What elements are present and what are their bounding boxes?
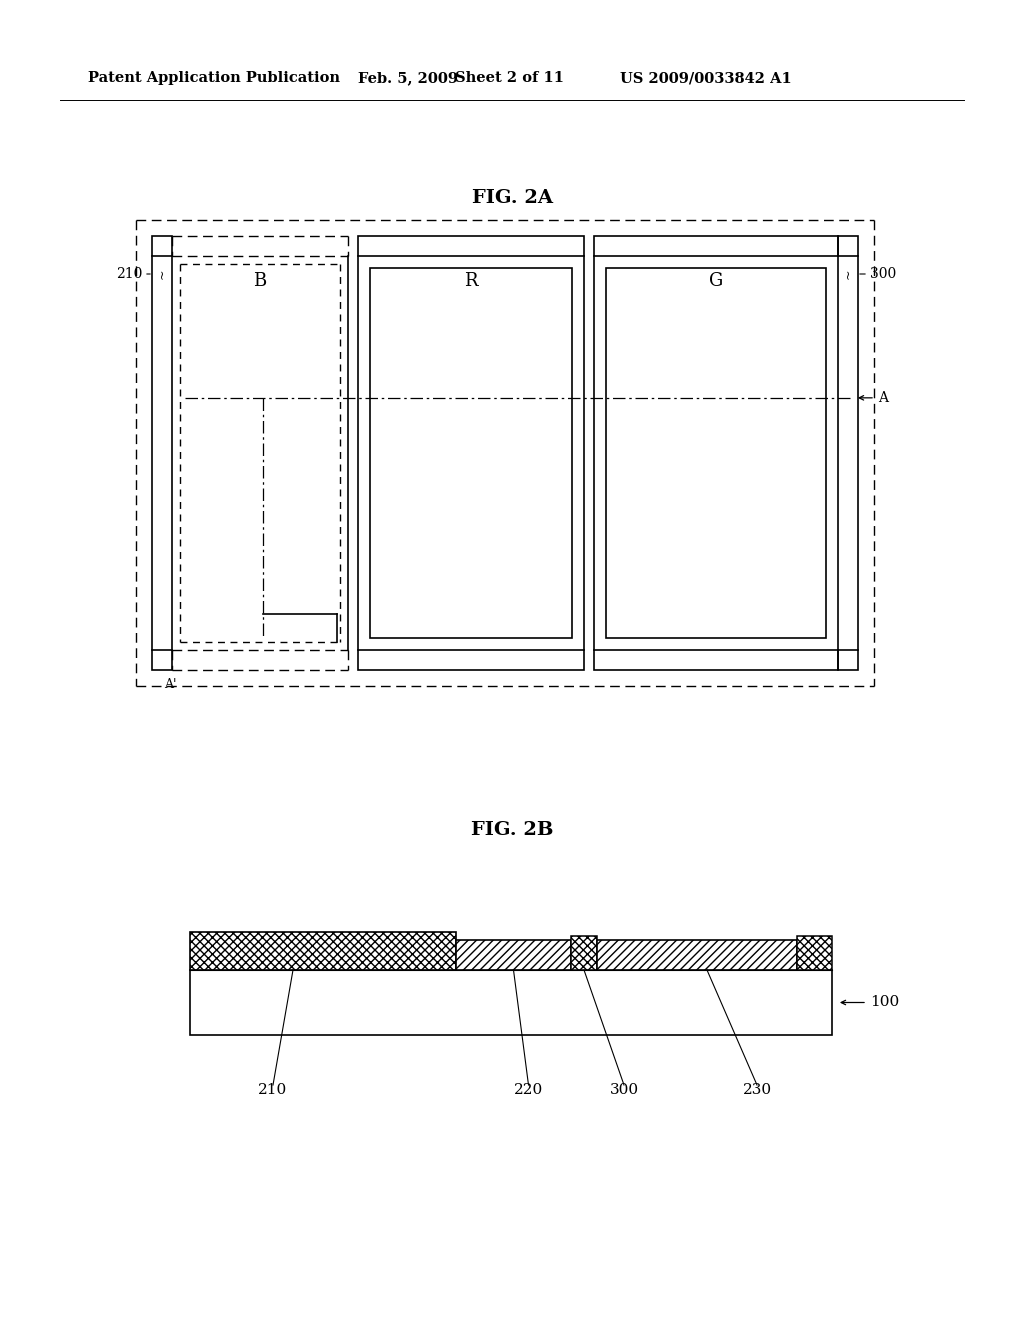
Bar <box>456 940 571 970</box>
Text: 220: 220 <box>514 1082 543 1097</box>
Text: B: B <box>253 272 266 290</box>
Bar <box>597 940 797 970</box>
Bar <box>190 932 456 970</box>
Text: 100: 100 <box>870 995 899 1010</box>
Text: 300: 300 <box>609 1082 639 1097</box>
Text: Feb. 5, 2009: Feb. 5, 2009 <box>358 71 458 84</box>
Bar <box>152 236 172 256</box>
Bar <box>838 236 858 256</box>
Bar <box>370 268 572 638</box>
Text: A': A' <box>164 677 176 690</box>
Bar <box>358 649 584 671</box>
Text: Sheet 2 of 11: Sheet 2 of 11 <box>455 71 564 84</box>
Bar <box>838 649 858 671</box>
Text: ~: ~ <box>842 269 854 280</box>
Text: US 2009/0033842 A1: US 2009/0033842 A1 <box>620 71 792 84</box>
Bar <box>152 649 172 671</box>
Text: ~: ~ <box>156 269 169 280</box>
Text: R: R <box>464 272 478 290</box>
Text: 210: 210 <box>258 1082 288 1097</box>
Bar <box>358 236 584 256</box>
Text: FIG. 2A: FIG. 2A <box>471 189 553 207</box>
Bar <box>190 970 831 1035</box>
Bar <box>571 936 597 970</box>
Text: 300: 300 <box>870 267 896 281</box>
Text: 210: 210 <box>116 267 142 281</box>
Text: 230: 230 <box>742 1082 771 1097</box>
Bar <box>797 936 831 970</box>
Text: A: A <box>878 391 888 405</box>
Bar <box>594 236 838 256</box>
Text: FIG. 2B: FIG. 2B <box>471 821 553 840</box>
Bar <box>606 268 826 638</box>
Bar <box>594 649 838 671</box>
Text: G: G <box>709 272 723 290</box>
Text: Patent Application Publication: Patent Application Publication <box>88 71 340 84</box>
